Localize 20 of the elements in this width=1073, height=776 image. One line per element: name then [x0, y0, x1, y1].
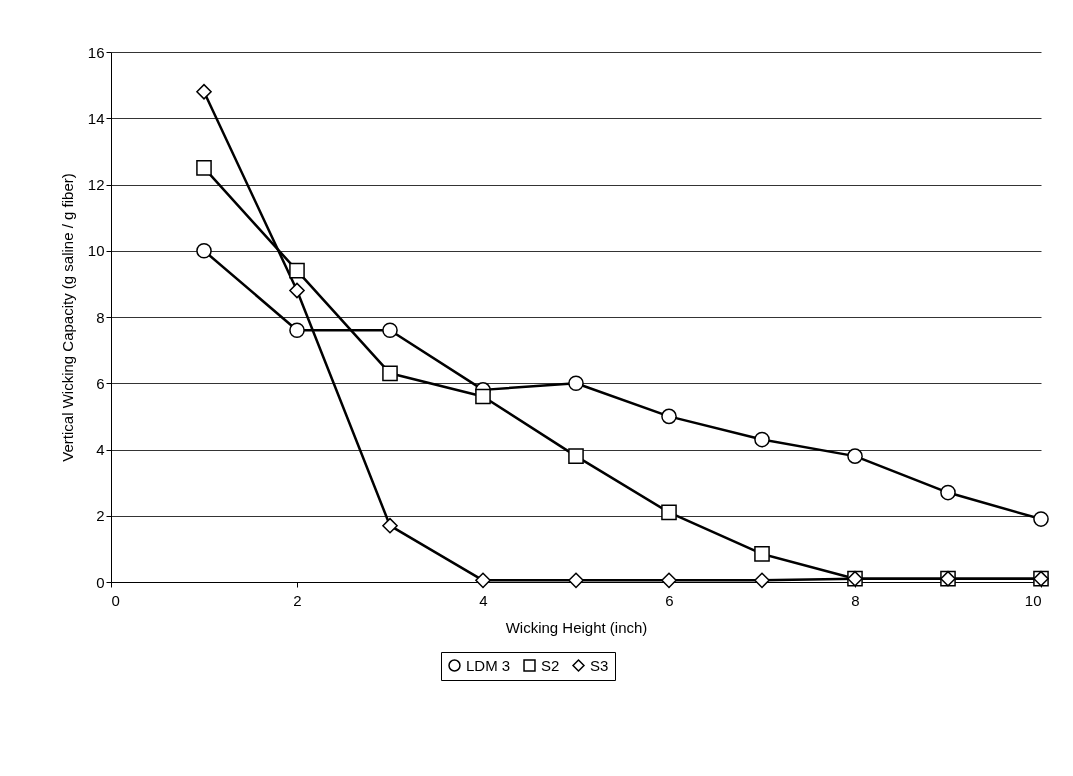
y-tick-label: 0	[96, 573, 105, 591]
legend-label: S2	[541, 656, 560, 674]
y-tick-label: 8	[96, 308, 105, 326]
x-tick-label: 10	[1024, 591, 1042, 609]
x-axis-title: Wicking Height (inch)	[505, 618, 648, 636]
y-tick-label: 16	[87, 43, 105, 61]
x-tick-label: 0	[111, 591, 120, 609]
legend-label: LDM 3	[466, 656, 511, 674]
x-tick-label: 2	[293, 591, 302, 609]
y-tick-label: 2	[96, 507, 105, 525]
y-tick-label: 12	[87, 176, 105, 193]
y-tick-label: 4	[96, 441, 105, 458]
x-tick-label: 4	[479, 591, 488, 609]
y-tick-label: 14	[87, 109, 105, 127]
legend-label: S3	[590, 656, 609, 674]
y-axis-title: Vertical Wicking Capacity (g saline / g fiber)	[58, 173, 76, 462]
x-tick-label: 8	[851, 591, 860, 609]
y-tick-label: 6	[96, 374, 105, 392]
x-tick-label: 6	[665, 591, 674, 609]
y-tick-label: 10	[87, 242, 105, 260]
